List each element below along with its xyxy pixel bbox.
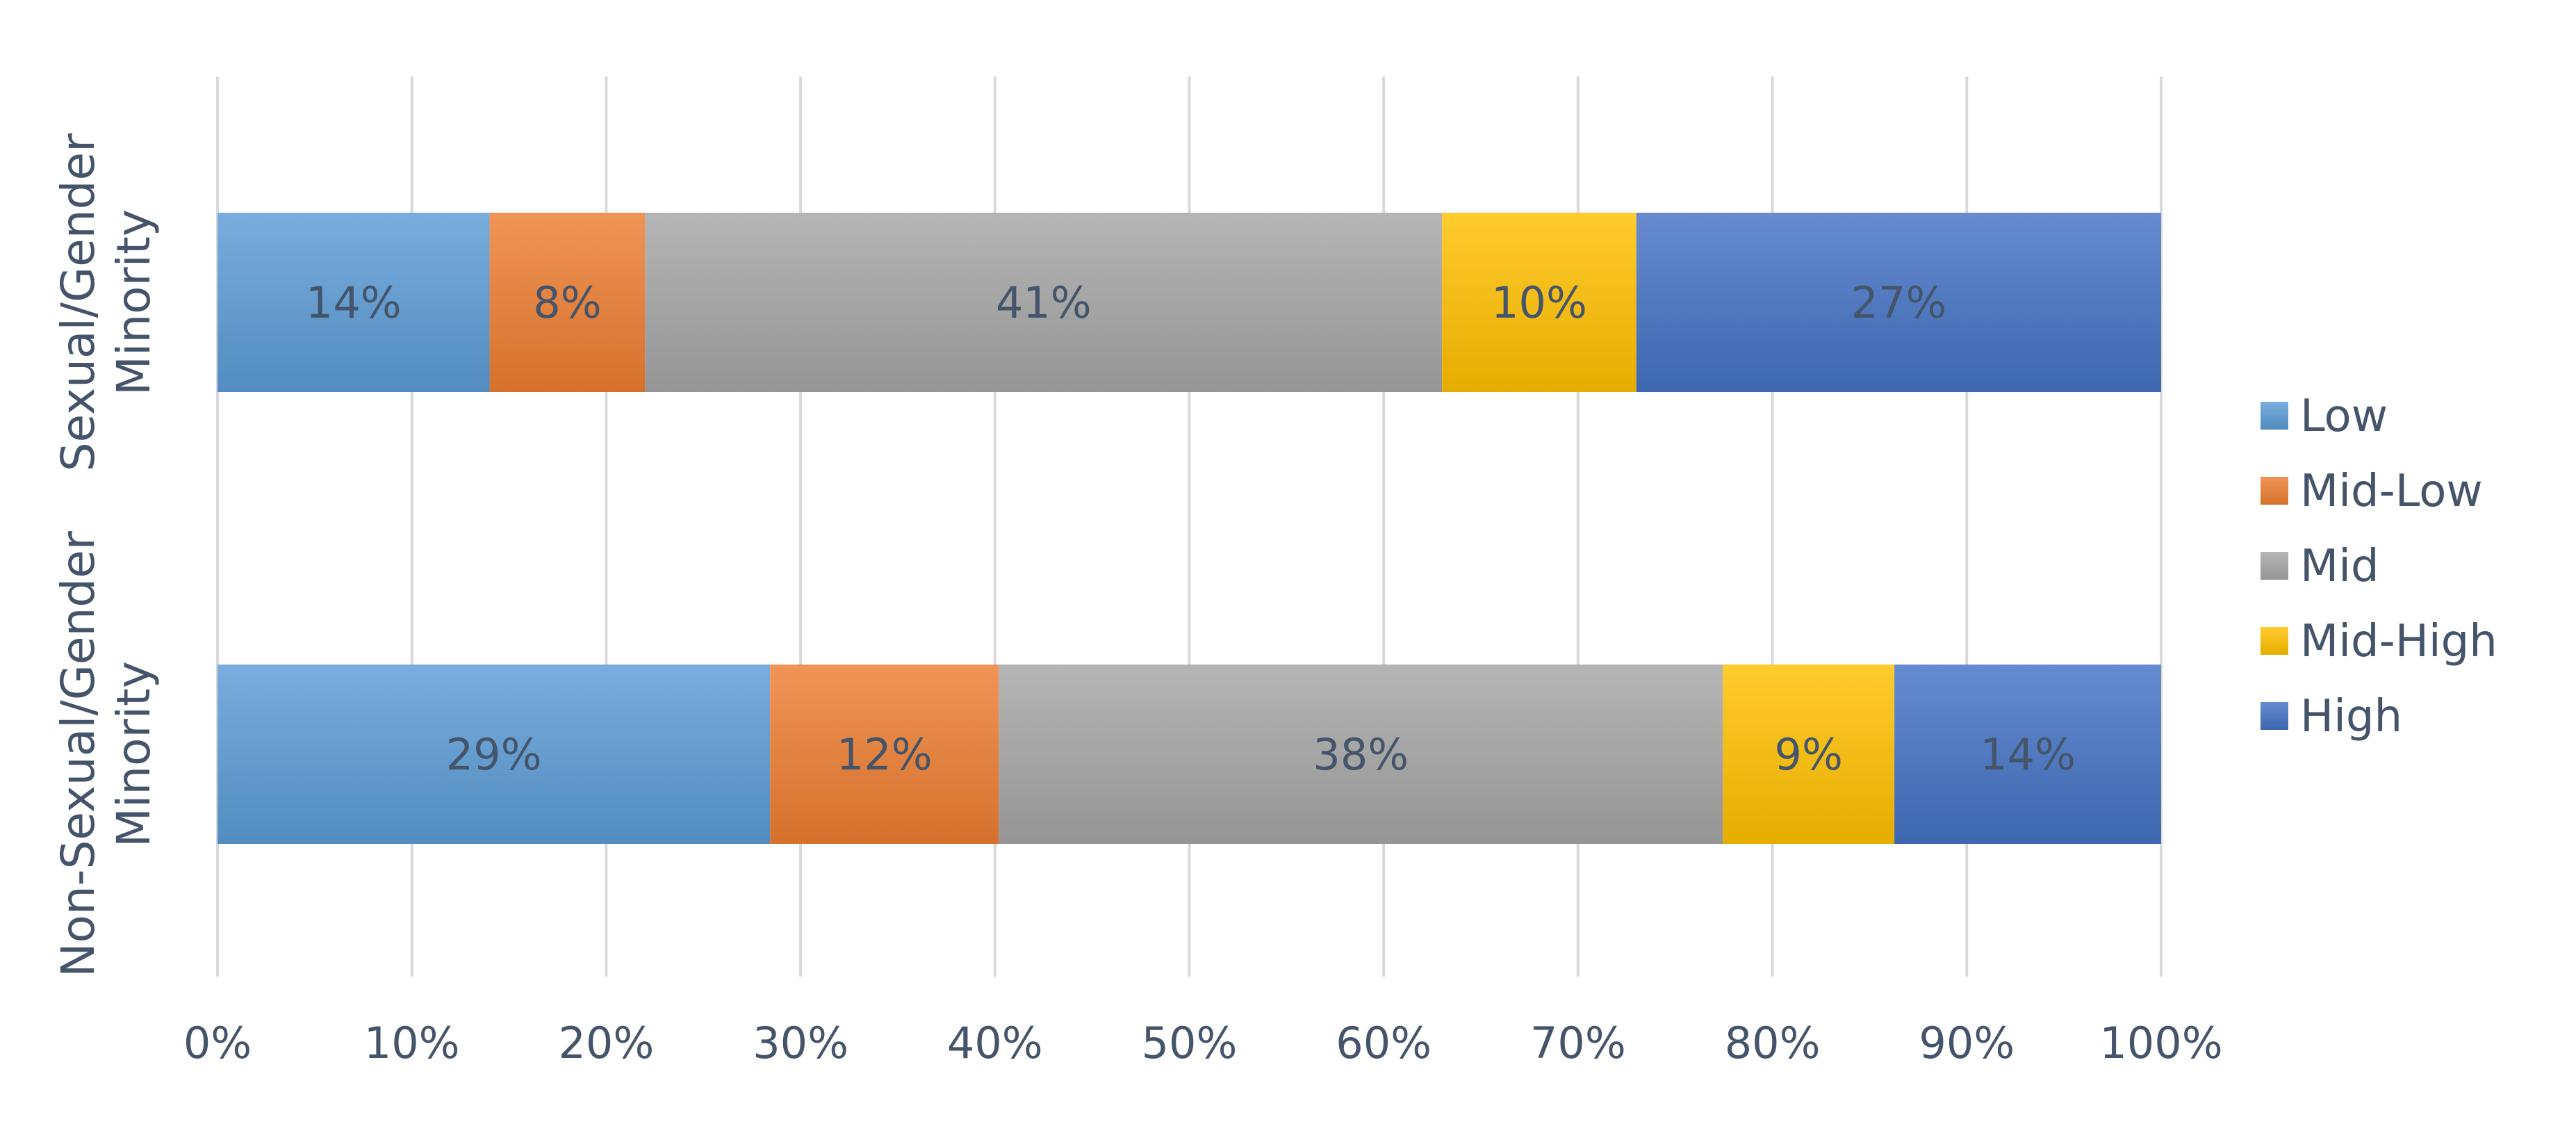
bar-segment-mid-low: [489, 213, 646, 392]
legend-swatch-mid: [2261, 552, 2288, 580]
bar-segment-mid: [999, 665, 1723, 844]
data-label: 14%: [1980, 729, 2076, 780]
data-label: 10%: [1491, 277, 1587, 328]
data-label: 38%: [1313, 729, 1409, 780]
bar-segment-mid-high: [1723, 665, 1895, 844]
bar-segment-mid-high: [1442, 213, 1636, 392]
legend: Low Mid-Low Mid Mid-High High: [2261, 391, 2497, 742]
data-label: 8%: [533, 277, 601, 328]
bar-segment-low: [218, 213, 490, 392]
bar-segment-high: [1894, 665, 2161, 844]
bar-segment-mid: [645, 213, 1443, 392]
bar-segment-high: [1636, 213, 2161, 392]
bar-segment-mid-low: [770, 665, 999, 844]
legend-swatch-high: [2261, 702, 2288, 730]
data-label: 41%: [996, 277, 1092, 328]
data-label: 9%: [1775, 729, 1843, 780]
x-tick-label: 70%: [1530, 1018, 1626, 1068]
x-tick-label: 80%: [1725, 1018, 1821, 1068]
legend-label: High: [2300, 691, 2402, 742]
category-label: Sexual/GenderMinority: [51, 133, 161, 471]
legend-label: Mid-Low: [2300, 466, 2483, 517]
data-label: 12%: [837, 729, 933, 780]
legend-swatch-mid-low: [2261, 477, 2288, 505]
data-label: 14%: [306, 277, 402, 328]
bar-segment-low: [218, 665, 771, 844]
data-label: 29%: [446, 729, 542, 780]
x-tick-label: 60%: [1336, 1018, 1431, 1068]
data-labels: 14% 8% 41% 10% 27% 29% 12% 38% 9% 14%: [306, 277, 2076, 780]
category-label: Non-Sexual/GenderMinority: [51, 530, 161, 977]
bars: [218, 213, 2161, 844]
x-tick-label: 50%: [1142, 1018, 1238, 1068]
x-axis-ticks: 0% 10% 20% 30% 40% 50% 60% 70% 80% 90% 100%: [183, 1018, 2223, 1068]
category-labels: Sexual/GenderMinority Non-Sexual/GenderMi…: [51, 133, 161, 977]
data-label: 27%: [1851, 277, 1946, 328]
x-tick-label: 10%: [364, 1018, 460, 1068]
legend-label: Mid-High: [2300, 616, 2497, 667]
legend-label: Mid: [2300, 541, 2379, 592]
x-tick-label: 40%: [947, 1018, 1043, 1068]
legend-label: Low: [2300, 391, 2388, 442]
legend-swatch-low: [2261, 402, 2288, 430]
x-tick-label: 90%: [1919, 1018, 2015, 1068]
x-tick-label: 20%: [558, 1018, 654, 1068]
x-tick-label: 0%: [183, 1018, 252, 1068]
x-tick-label: 30%: [753, 1018, 848, 1068]
x-tick-label: 100%: [2099, 1018, 2222, 1068]
legend-swatch-mid-high: [2261, 627, 2288, 655]
